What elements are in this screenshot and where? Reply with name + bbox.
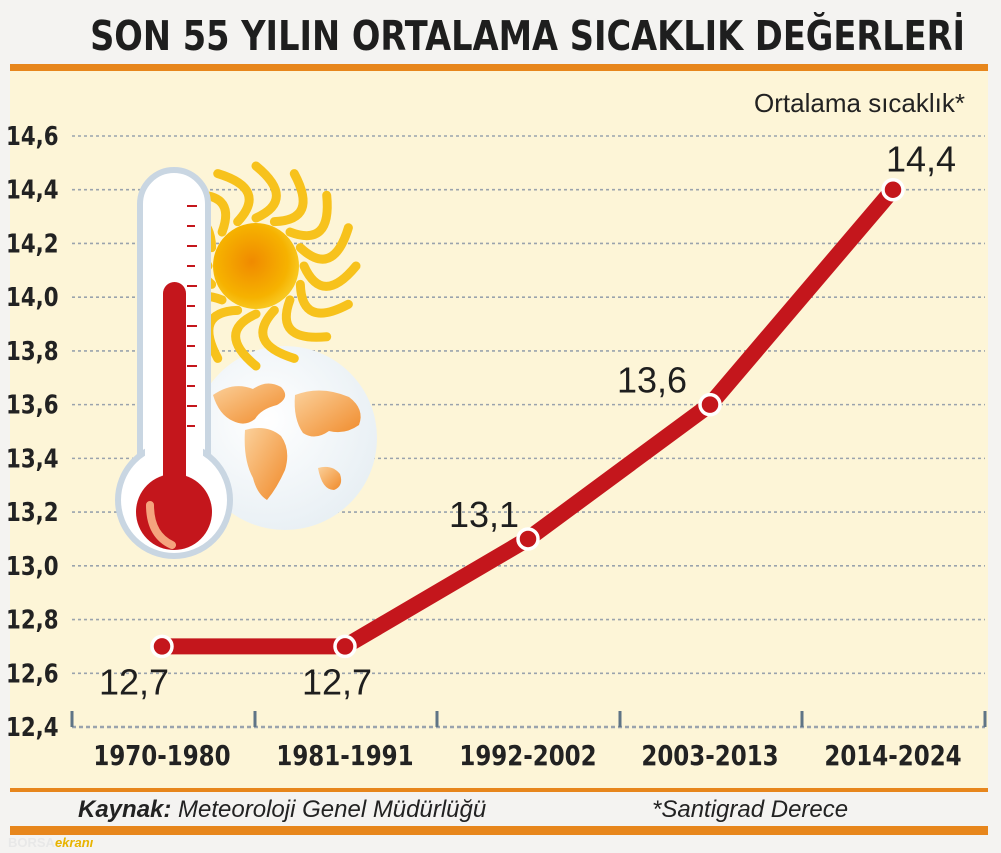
thermometer-icon	[115, 167, 233, 559]
x-tick-label: 2014-2024	[824, 740, 961, 773]
data-point	[333, 634, 357, 659]
y-tick-label: 13,6	[6, 390, 59, 421]
sun-ray	[295, 279, 353, 318]
source-note: Kaynak: Meteoroloji Genel Müdürlüğü	[78, 796, 486, 824]
x-tick-label: 2003-2013	[641, 740, 778, 773]
y-tick-label: 12,6	[6, 658, 59, 689]
series-line: 12,7 12,7 13,1 13,6 14,4	[99, 139, 956, 703]
data-point	[516, 527, 540, 551]
sun-ray	[231, 309, 261, 371]
source-label: Kaynak:	[78, 796, 172, 823]
logo: BORSAekranı	[8, 835, 93, 850]
data-point	[698, 392, 722, 417]
data-label: 13,1	[449, 494, 519, 535]
y-tick-label: 14,2	[6, 228, 59, 259]
data-point	[150, 634, 174, 659]
sun-ray	[281, 295, 332, 342]
sun-ray	[299, 261, 361, 291]
y-axis: 12,4 12,6 12,8 13,0 13,2 13,4 13,6 13,8 14,0 14,2…	[6, 121, 59, 743]
sun-ray	[251, 161, 281, 223]
unit-label: Ortalama sıcaklık*	[754, 88, 965, 118]
y-tick-label: 13,8	[6, 336, 59, 367]
data-label: 12,7	[99, 661, 169, 702]
sun-ray	[258, 305, 299, 363]
unit-note: *Santigrad Derece	[652, 796, 849, 823]
sun-ray	[295, 223, 353, 264]
y-tick-label: 14,6	[6, 121, 59, 152]
logo-part1: BORSA	[8, 835, 55, 850]
sun-ray	[269, 169, 308, 227]
y-tick-label: 13,2	[6, 497, 59, 528]
data-label: 14,4	[886, 139, 956, 180]
y-tick-label: 12,4	[6, 712, 59, 743]
x-tick-label: 1992-2002	[459, 740, 596, 773]
data-label: 13,6	[617, 360, 687, 401]
bottom-accent-bar	[10, 826, 988, 835]
y-tick-label: 12,8	[6, 604, 59, 635]
x-axis: 1970-1980 1981-1991 1992-2002 2003-2013 2014…	[70, 711, 987, 773]
footer-divider	[10, 788, 988, 792]
source-text: Meteoroloji Genel Müdürlüğü	[178, 796, 487, 823]
y-tick-label: 13,4	[6, 443, 59, 474]
sun-ray	[213, 169, 254, 227]
x-tick-label: 1981-1991	[276, 740, 413, 773]
y-tick-label: 14,4	[6, 175, 59, 206]
y-tick-label: 14,0	[6, 282, 59, 313]
data-point	[881, 177, 905, 202]
page-title: SON 55 YILIN ORTALAMA SICAKLIK DEĞERLERİ	[90, 12, 966, 60]
top-accent-bar	[10, 64, 988, 71]
x-tick-label: 1970-1980	[93, 740, 230, 773]
y-tick-label: 13,0	[6, 551, 59, 582]
sun-ray	[285, 190, 332, 241]
logo-part2: ekranı	[54, 835, 94, 850]
data-label: 12,7	[302, 661, 372, 702]
